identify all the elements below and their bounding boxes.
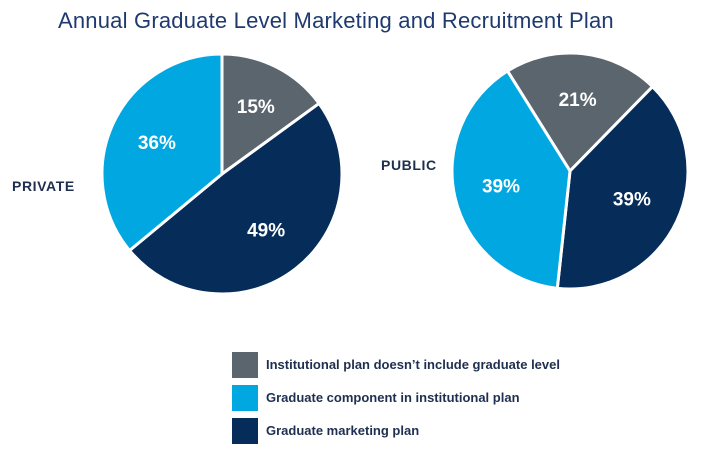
legend-item-marketing: Graduate marketing plan: [232, 417, 560, 444]
public-slice-label-2: 39%: [482, 176, 520, 197]
public-pie-chart: 21% 39% 39%: [450, 51, 690, 291]
private-pie-chart: 15% 49% 36%: [100, 52, 344, 296]
private-slice-label-1: 49%: [247, 220, 285, 241]
legend-swatch-institutional: [232, 351, 258, 378]
legend-item-component: Graduate component in institutional plan: [232, 384, 560, 411]
public-slice-1: [555, 85, 690, 291]
private-slice-2: [100, 52, 224, 252]
private-slice-0: [220, 52, 321, 176]
public-slice-0: [505, 51, 655, 173]
legend-swatch-component: [232, 384, 258, 411]
public-pie-label: PUBLIC: [381, 157, 437, 173]
legend-label-component: Graduate component in institutional plan: [266, 390, 520, 405]
private-slice-label-2: 36%: [138, 133, 176, 154]
public-slice-label-0: 21%: [559, 90, 597, 111]
private-slice-label-0: 15%: [237, 97, 275, 118]
chart-title: Annual Graduate Level Marketing and Recr…: [58, 8, 614, 33]
public-slice-label-1: 39%: [613, 190, 651, 211]
legend-label-marketing: Graduate marketing plan: [266, 423, 420, 438]
legend-swatch-marketing: [232, 417, 258, 444]
public-slice-2: [450, 69, 572, 290]
private-slice-1: [128, 101, 344, 296]
legend: Institutional plan doesn’t include gradu…: [232, 351, 560, 450]
legend-label-institutional: Institutional plan doesn’t include gradu…: [266, 357, 560, 372]
private-pie-label: PRIVATE: [12, 178, 75, 194]
legend-item-institutional: Institutional plan doesn’t include gradu…: [232, 351, 560, 378]
